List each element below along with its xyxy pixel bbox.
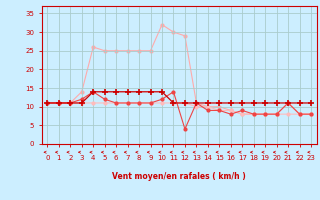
X-axis label: Vent moyen/en rafales ( km/h ): Vent moyen/en rafales ( km/h ) [112,172,246,181]
